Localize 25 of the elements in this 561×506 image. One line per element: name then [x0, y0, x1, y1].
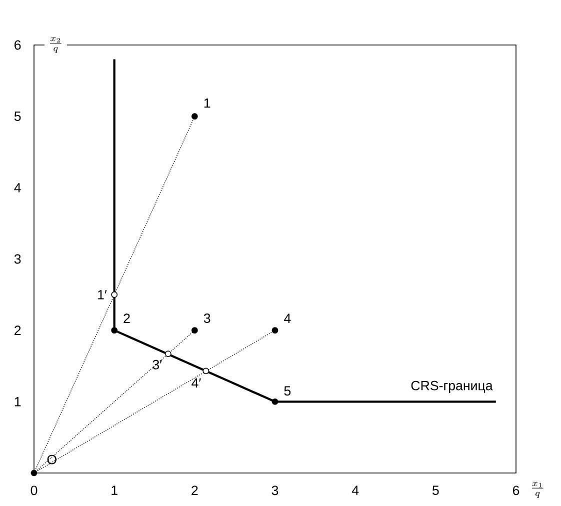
annotation: 4: [284, 314, 291, 323]
x-tick-label: 6: [512, 486, 520, 496]
x-tick-label: 0: [30, 486, 38, 496]
y-tick-label: 1: [14, 397, 21, 406]
annotation: CRS-граница: [411, 380, 493, 393]
annotation: 5: [284, 386, 291, 396]
y-tick-label: 4: [14, 183, 21, 192]
annotation: O: [47, 454, 56, 464]
x-tick-label: 2: [192, 486, 198, 496]
y-axis-title: $\frac{x_2}{q}$: [50, 36, 62, 53]
x-tick-label: 1: [112, 486, 118, 495]
x-tick-label: 5: [432, 486, 439, 495]
x-axis-title: $\frac{x_1}{q}$: [532, 482, 544, 498]
x-tick-label: 4: [352, 486, 359, 495]
x-tick-label: 3: [272, 486, 278, 496]
y-tick-label: 5: [14, 112, 21, 121]
y-tick-label: 2: [14, 326, 21, 335]
annotation: 1′: [98, 290, 107, 300]
y-tick-label: 6: [14, 40, 21, 50]
annotation: 4′: [192, 378, 201, 388]
annotation: 2: [124, 314, 130, 323]
y-tick-label: 3: [14, 254, 21, 264]
annotation: 1: [204, 98, 210, 108]
annotation: 3: [204, 314, 210, 323]
annotation: 3′: [152, 360, 162, 370]
